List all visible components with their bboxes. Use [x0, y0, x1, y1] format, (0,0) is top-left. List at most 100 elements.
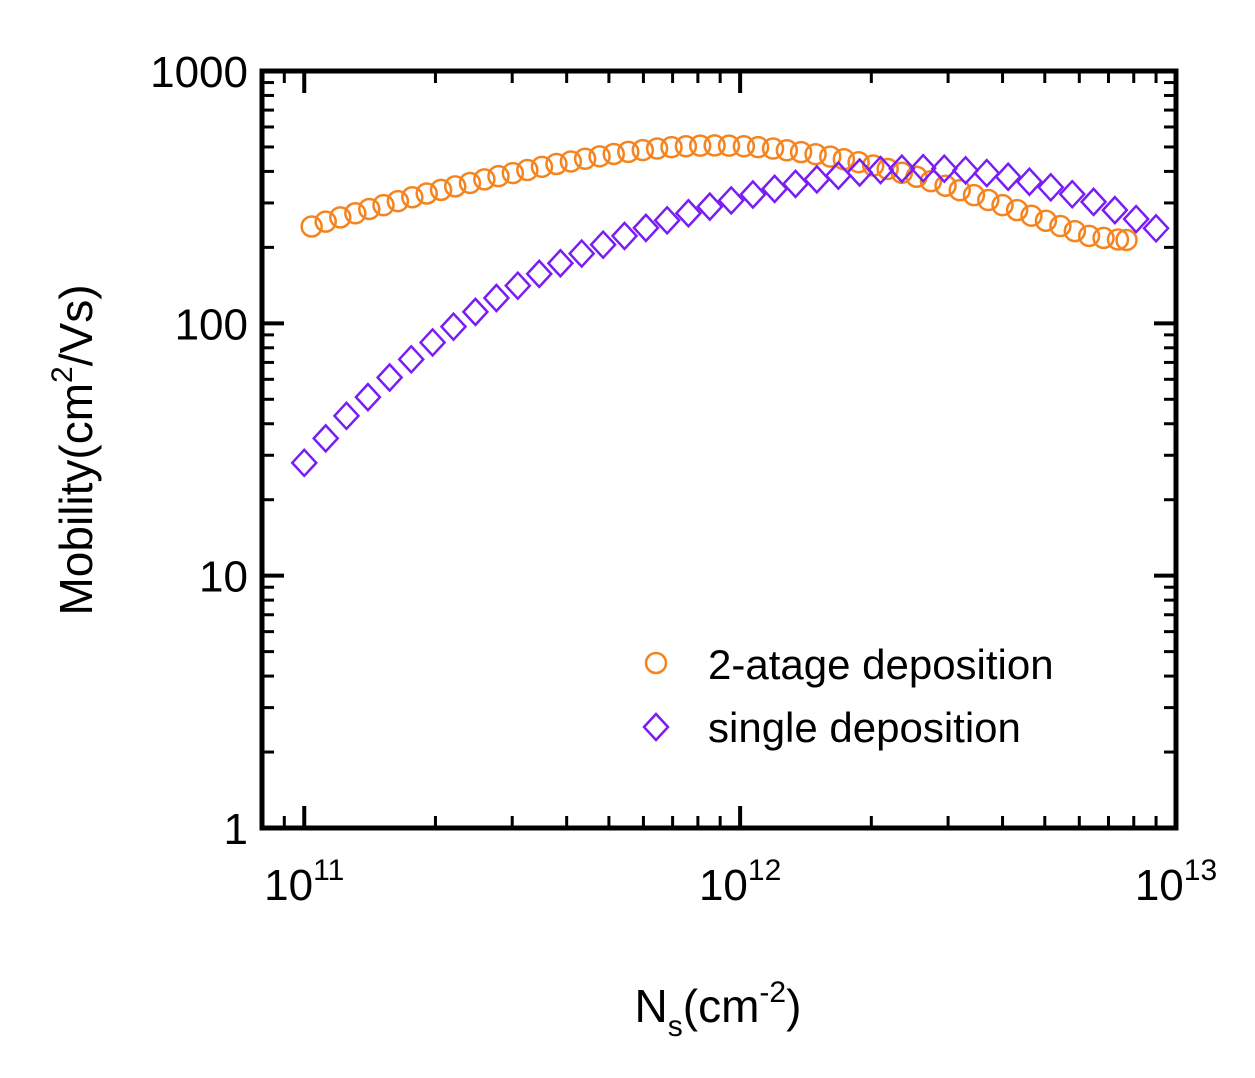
data-point — [1092, 226, 1115, 250]
data-point — [458, 171, 482, 195]
data-point — [429, 178, 453, 202]
data-point — [1079, 187, 1108, 217]
data-point — [1049, 214, 1072, 238]
legend-label-2-atage-deposition: 2-atage deposition — [708, 641, 1054, 688]
data-point — [290, 447, 318, 478]
plot-marks — [290, 134, 1170, 478]
data-point — [545, 152, 568, 176]
data-point — [501, 161, 525, 185]
data-point — [473, 168, 496, 191]
data-point — [344, 202, 367, 225]
data-point — [358, 197, 381, 221]
data-point — [934, 174, 957, 197]
data-point — [332, 400, 361, 431]
data-point — [845, 157, 874, 188]
data-point — [602, 142, 626, 166]
data-point — [397, 344, 425, 375]
y-tick-label: 100 — [175, 300, 248, 349]
data-point — [530, 155, 554, 179]
data-point — [372, 193, 395, 217]
data-point — [760, 174, 789, 204]
data-point — [610, 221, 639, 251]
legend-marker-single-deposition — [642, 712, 670, 742]
data-point — [688, 134, 712, 157]
data-point — [819, 145, 842, 168]
data-point — [1106, 228, 1130, 251]
data-point — [567, 238, 596, 269]
data-point — [1037, 172, 1065, 203]
data-point — [375, 362, 404, 393]
data-point — [1122, 204, 1150, 234]
data-point — [617, 140, 640, 164]
data-point — [775, 139, 799, 162]
data-point — [1020, 204, 1043, 227]
data-point — [588, 145, 611, 168]
data-point — [559, 150, 583, 173]
y-tick-label: 1 — [224, 805, 248, 854]
data-point — [866, 155, 895, 185]
data-point — [589, 229, 617, 260]
data-point — [573, 147, 597, 170]
data-point — [803, 164, 831, 195]
data-point — [653, 205, 681, 236]
legend-label-single-deposition: single deposition — [708, 704, 1021, 751]
data-point — [1015, 166, 1044, 197]
data-point — [632, 213, 660, 243]
data-point — [546, 248, 575, 279]
y-axis-title: Mobility(cm2/Vs) — [46, 284, 102, 615]
legend-marker-2-atage-deposition — [644, 651, 668, 675]
legend: 2-atage deposition single deposition — [642, 641, 1054, 751]
series-2 — [290, 153, 1170, 478]
data-point — [703, 134, 726, 157]
data-point — [1034, 209, 1058, 232]
data-point — [781, 169, 810, 199]
y-tick-label: 1000 — [150, 48, 248, 97]
data-point — [739, 179, 767, 210]
data-point — [746, 135, 770, 159]
data-point — [732, 135, 756, 158]
axis-ticks — [260, 69, 1178, 830]
data-point — [418, 327, 447, 358]
data-point — [439, 311, 468, 342]
data-point — [674, 198, 703, 229]
data-point — [832, 147, 856, 171]
x-tick-label: 1012 — [699, 854, 781, 910]
data-point — [329, 206, 352, 229]
data-point — [631, 138, 655, 162]
data-point — [888, 153, 916, 184]
data-point — [1077, 224, 1101, 248]
x-tick-label: 1011 — [264, 854, 344, 910]
data-point — [717, 185, 745, 216]
data-point — [1115, 228, 1138, 252]
data-point — [804, 142, 827, 166]
tick-labels: 1 10 100 1000 1011 1012 1013 — [150, 48, 1217, 910]
data-point — [1142, 213, 1170, 244]
data-point — [487, 164, 510, 188]
data-point — [789, 140, 813, 164]
data-point — [300, 215, 323, 238]
data-point — [973, 158, 1001, 188]
data-point — [504, 270, 532, 301]
data-point — [909, 153, 937, 184]
data-point — [386, 189, 410, 213]
data-point — [1101, 195, 1129, 225]
data-point — [415, 182, 438, 205]
data-point — [977, 188, 1000, 212]
data-point — [674, 135, 698, 158]
data-point — [761, 137, 785, 160]
data-point — [905, 165, 928, 188]
data-point — [876, 157, 899, 181]
series-1 — [300, 134, 1138, 252]
data-point — [461, 297, 490, 327]
data-point — [824, 160, 853, 191]
data-point — [930, 153, 958, 184]
data-point — [962, 183, 986, 207]
data-point — [660, 135, 683, 159]
data-point — [516, 158, 539, 182]
data-point — [717, 134, 741, 157]
data-point — [991, 193, 1014, 217]
data-point — [314, 210, 337, 233]
data-point — [354, 382, 382, 412]
data-point — [645, 137, 669, 160]
